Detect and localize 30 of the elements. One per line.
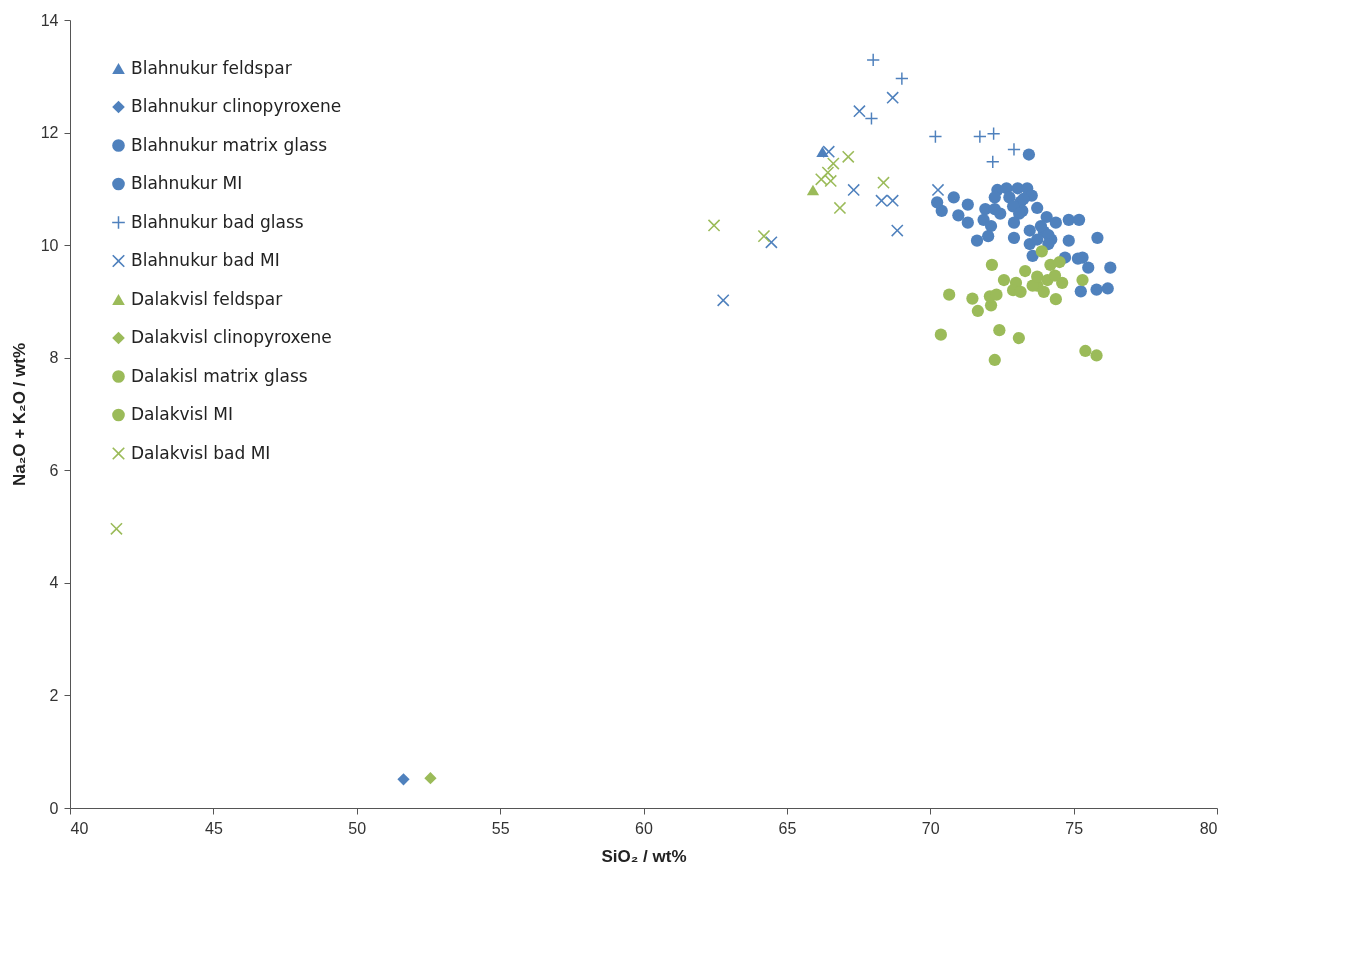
x-tick-label: 75: [1065, 819, 1084, 837]
x-tick-label: 55: [491, 819, 510, 837]
x-tick-label: 65: [778, 819, 797, 837]
y-axis-title: Na₂O + K₂O / wt%: [9, 342, 29, 487]
x-axis-title: SiO₂ / wt%: [601, 846, 687, 866]
legend-label: Dalakvisl bad MI: [131, 442, 271, 463]
x-tick-label: 60: [635, 819, 653, 837]
y-tick-label: 14: [40, 11, 59, 29]
legend-label: Dalakisl matrix glass: [131, 365, 308, 386]
legend-label: Dalakvisl clinopyroxene: [131, 327, 332, 347]
legend-label: Blahnukur feldspar: [131, 57, 292, 78]
legend-label: Blahnukur bad glass: [131, 211, 304, 232]
legend-label: Dalakvisl feldspar: [131, 288, 283, 309]
legend-label: Blahnukur bad MI: [131, 250, 280, 270]
y-tick-label: 6: [49, 461, 59, 479]
x-tick-label: 50: [348, 819, 367, 837]
legend-label: Blahnukur clinopyroxene: [131, 96, 342, 116]
legend-label: Blahnukur matrix glass: [131, 134, 328, 155]
y-tick-label: 2: [49, 686, 59, 704]
y-tick-label: 10: [40, 236, 59, 254]
legend-label: Dalakvisl MI: [131, 404, 233, 424]
legend-label: Blahnukur MI: [131, 173, 243, 193]
y-tick-label: 0: [49, 799, 59, 817]
x-tick-label: 80: [1199, 819, 1218, 837]
y-tick-label: 12: [40, 124, 59, 142]
y-tick-label: 4: [49, 574, 59, 592]
x-tick-label: 70: [921, 819, 940, 837]
y-tick-label: 8: [49, 349, 59, 367]
x-tick-label: 40: [70, 819, 89, 837]
x-tick-label: 45: [204, 819, 223, 837]
